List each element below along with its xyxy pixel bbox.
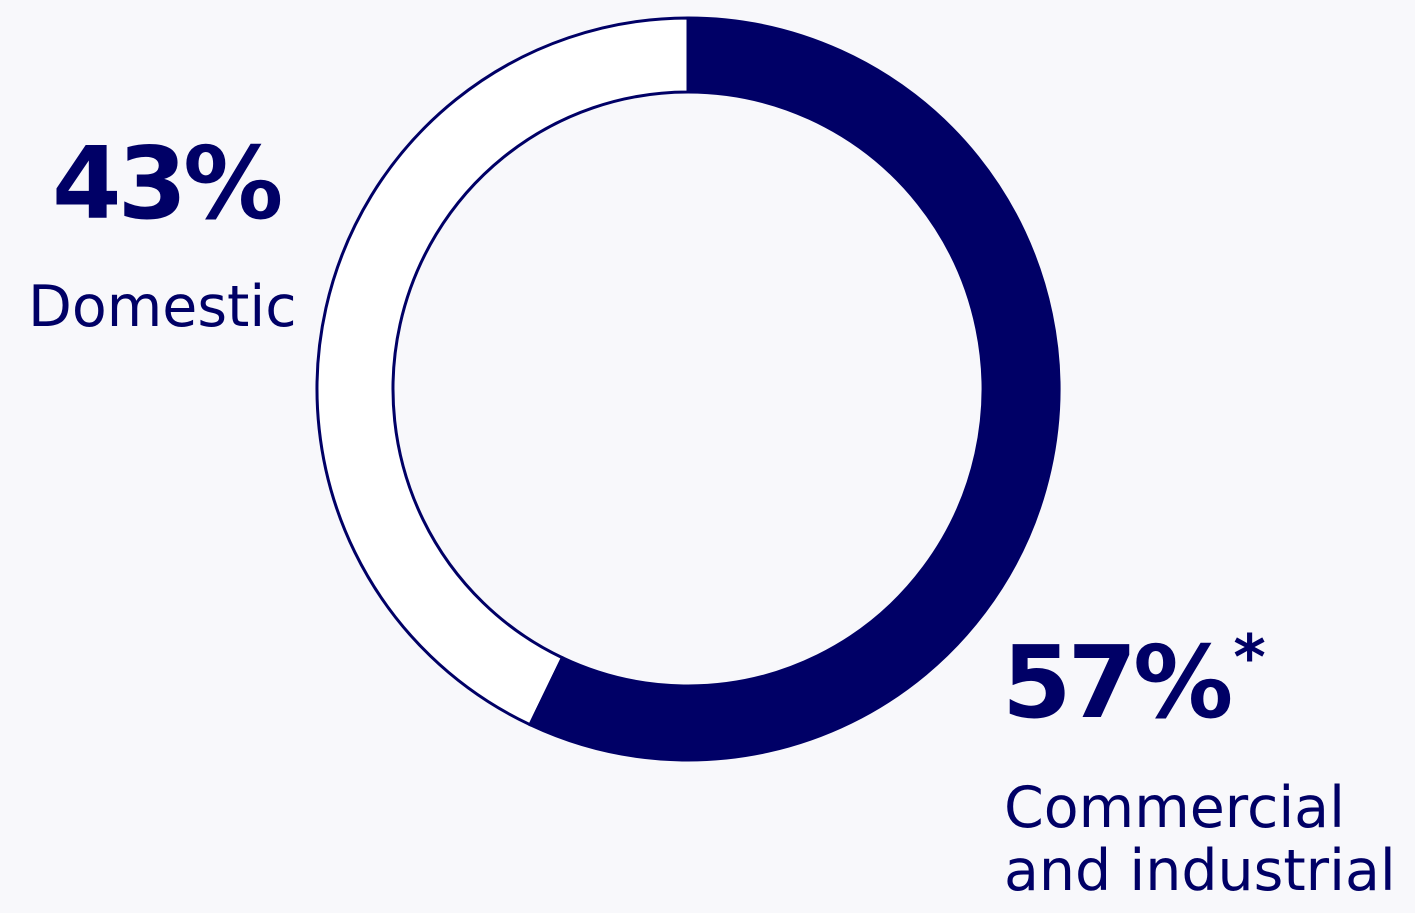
commercial-label-line1: Commercial <box>1004 775 1345 841</box>
slice-commercial-and-industrial <box>528 16 1061 762</box>
commercial-label: Commercial and industrial <box>1004 777 1396 902</box>
commercial-label-line2: and industrial <box>1004 837 1396 904</box>
domestic-value-text: 43% <box>52 125 283 242</box>
slice-domestic <box>315 16 690 727</box>
donut-hole <box>393 92 983 686</box>
commercial-percentage: 57%* <box>1002 627 1266 733</box>
domestic-percentage: 43% <box>52 134 283 234</box>
domestic-label-line1: Domestic <box>28 274 297 340</box>
domestic-label: Domestic <box>28 276 297 339</box>
footnote-asterisk: * <box>1233 621 1266 694</box>
commercial-value-text: 57% <box>1002 624 1233 741</box>
